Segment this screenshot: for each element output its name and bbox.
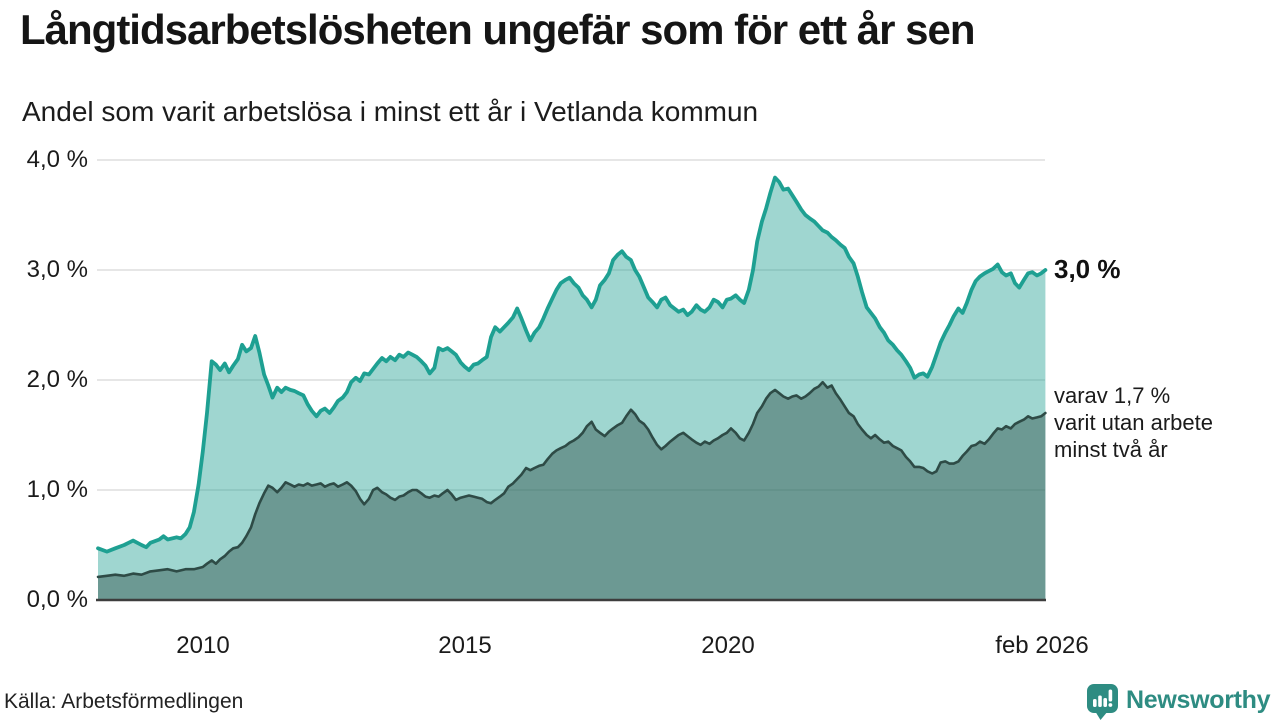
area-two-years	[98, 382, 1046, 600]
x-axis-tick-feb-2026: feb 2026	[995, 632, 1089, 659]
line-two-years	[96, 380, 1047, 579]
y-axis-tick-3: 3,0 %	[26, 256, 88, 283]
chart-subtitle: Andel som varit arbetslösa i minst ett å…	[22, 96, 759, 127]
y-axis-tick-1: 1,0 %	[26, 476, 88, 503]
page-title: Långtidsarbetslösheten ungefär som för e…	[20, 6, 976, 53]
gridlines	[97, 159, 1045, 491]
y-axis-tick-0: 0,0 %	[26, 586, 88, 613]
area-total-one-year	[98, 177, 1046, 600]
line-total-one-year	[96, 175, 1048, 554]
y-axis-tick-4: 4,0 %	[26, 146, 88, 173]
source-caption: Källa: Arbetsförmedlingen	[4, 690, 244, 713]
x-axis-tick-2020: 2020	[701, 632, 755, 659]
x-axis-tick-2015: 2015	[438, 632, 492, 659]
end-label-two-years-line2: varit utan arbete	[1054, 410, 1213, 435]
x-axis-tick-2010: 2010	[176, 632, 230, 659]
end-label-total: 3,0 %	[1054, 254, 1121, 284]
newsworthy-logo: Newsworthy	[1086, 683, 1271, 720]
newsworthy-wordmark: Newsworthy	[1126, 686, 1271, 714]
end-label-two-years-line1: varav 1,7 %	[1054, 383, 1171, 408]
end-label-two-years-line3: minst två år	[1054, 437, 1168, 462]
end-label-two-years: varav 1,7 % varit utan arbete minst två …	[1054, 382, 1213, 463]
bar-chart-speech-bubble-icon	[1087, 684, 1118, 720]
y-axis-tick-2: 2,0 %	[26, 366, 88, 393]
